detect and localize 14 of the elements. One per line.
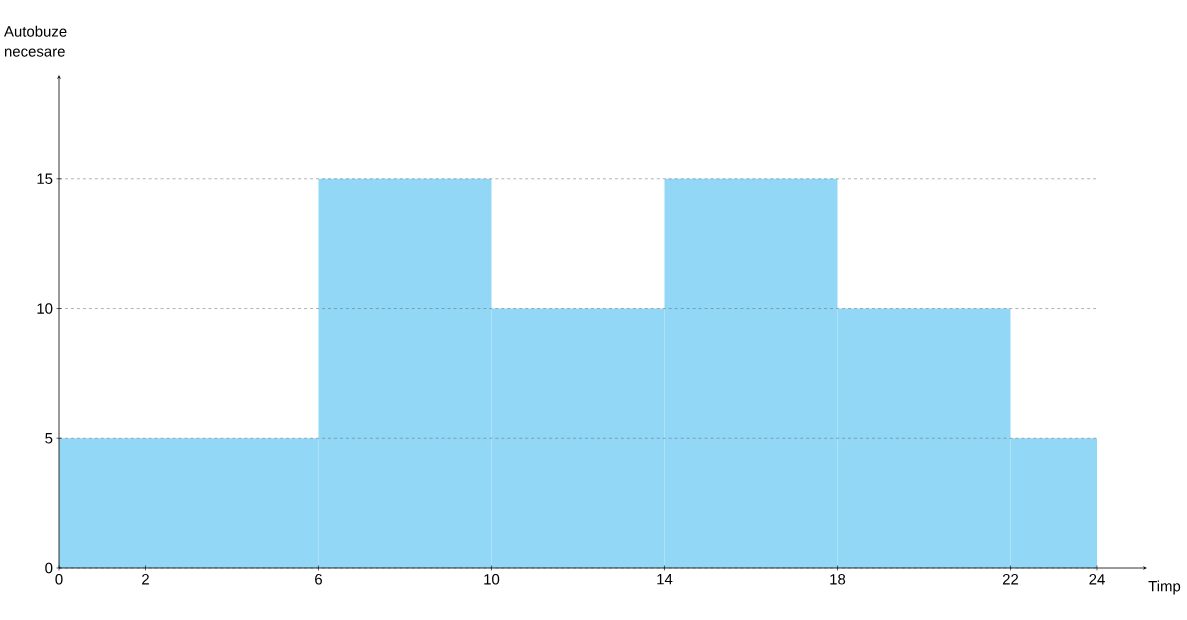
x-tick-label: 10	[484, 574, 500, 585]
y-tick-label: 5	[45, 433, 53, 444]
x-tick-label: 6	[315, 574, 322, 585]
x-tick-label: 0	[55, 574, 63, 585]
x-tick-label: 14	[657, 574, 673, 585]
y-axis-title: Autobuze necesare	[4, 25, 67, 57]
y-tick-label: 10	[37, 303, 53, 314]
y-tick-label: 0	[45, 562, 53, 574]
x-tick-label: 22	[1002, 574, 1019, 585]
x-tick-label: 24	[1089, 574, 1105, 585]
x-axis-title: Timp	[1148, 580, 1181, 595]
x-tick-label: 18	[830, 574, 846, 585]
x-tick-label: 2	[142, 574, 149, 585]
y-tick-label: 15	[37, 173, 53, 184]
